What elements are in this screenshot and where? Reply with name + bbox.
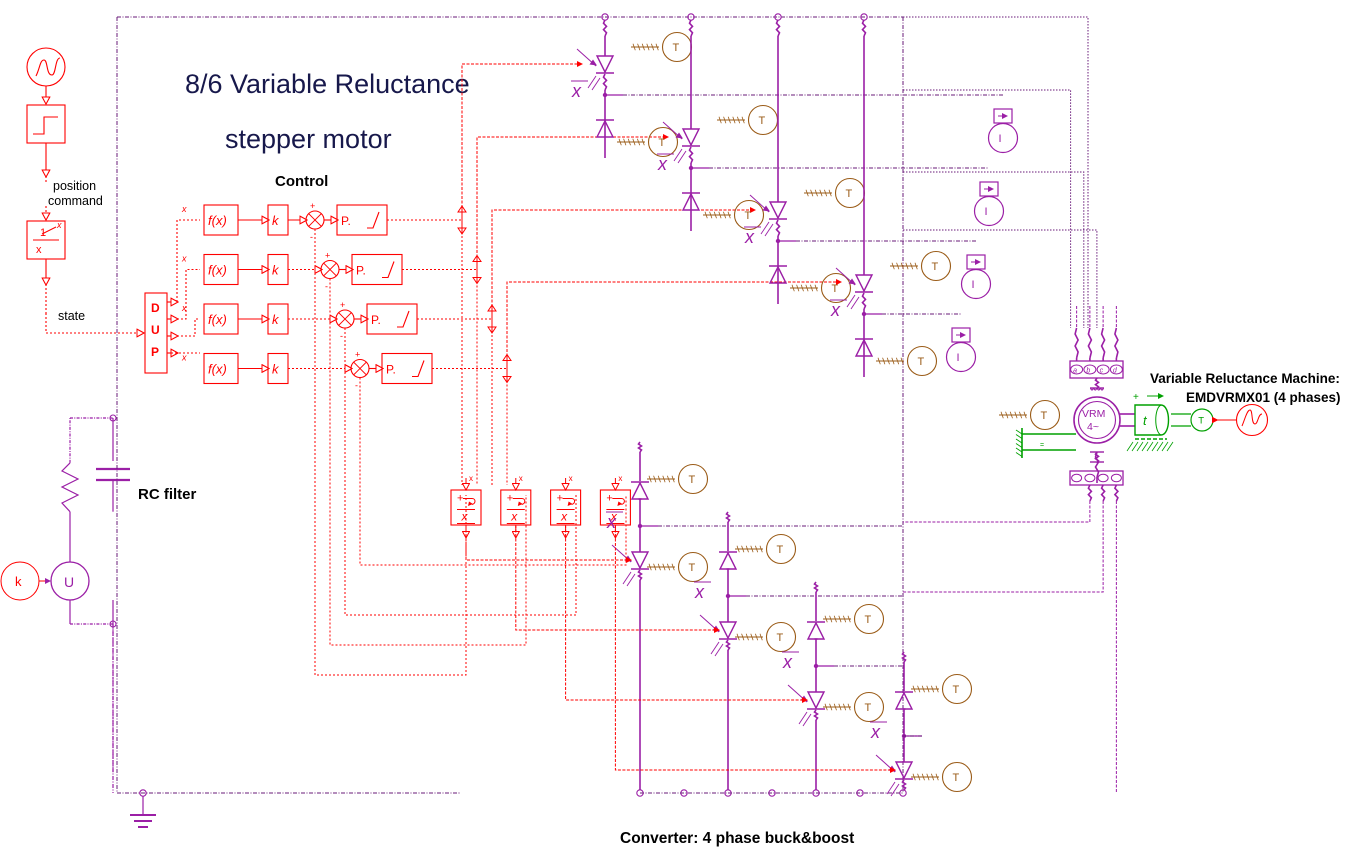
svg-text:x: x [571,81,582,101]
svg-text:+: + [310,201,315,211]
svg-text:T: T [953,684,960,696]
svg-text:x: x [569,474,573,483]
svg-text:P.: P. [386,363,396,377]
svg-text:x: x [618,474,622,483]
svg-text:T: T [745,210,752,222]
svg-text:x: x [461,510,469,524]
svg-text:x: x [36,244,42,256]
svg-text:I: I [972,279,975,291]
svg-text:D: D [151,301,160,315]
svg-text:T: T [689,474,696,486]
svg-text:RC filter: RC filter [138,486,197,503]
svg-text:+: + [355,350,360,360]
svg-text:+: + [606,493,612,505]
svg-text:+: + [457,493,463,505]
svg-text:x: x [181,254,187,264]
svg-text:P.: P. [341,214,351,228]
svg-text:4~: 4~ [1087,421,1099,433]
svg-text:a: a [1073,368,1077,375]
svg-text:+: + [325,251,330,261]
svg-text:T: T [659,137,666,149]
svg-text:stepper motor: stepper motor [225,124,392,154]
svg-text:T: T [689,562,696,574]
svg-text:T: T [846,188,853,200]
svg-text:x: x [606,512,617,532]
svg-text:f(x): f(x) [208,263,227,278]
svg-text:x: x [870,722,881,742]
svg-text:b: b [1086,368,1090,375]
svg-text:k: k [15,574,22,589]
svg-text:f(x): f(x) [208,312,227,327]
svg-text:x: x [830,300,841,320]
svg-text:=: = [1040,442,1044,449]
svg-text:x: x [510,510,518,524]
svg-text:VRM: VRM [1082,408,1105,420]
svg-text:-: - [310,232,313,242]
svg-text:x: x [694,582,705,602]
svg-text:x: x [181,204,187,214]
svg-text:-: - [325,282,328,292]
svg-text:U: U [64,574,74,590]
svg-text:I: I [985,206,988,218]
svg-text:Control: Control [275,173,328,190]
svg-text:x: x [560,510,568,524]
svg-text:T: T [918,356,925,368]
svg-text:state: state [58,309,85,323]
svg-text:T: T [777,544,784,556]
svg-text:T: T [865,702,872,714]
svg-text:T: T [932,261,939,273]
svg-text:I: I [957,352,960,364]
svg-text:-: - [340,331,343,341]
svg-text:command: command [48,194,103,208]
svg-text:x: x [469,474,473,483]
svg-text:position: position [53,179,96,193]
svg-text:T: T [777,632,784,644]
svg-text:+: + [340,300,345,310]
svg-text:+: + [557,493,563,505]
svg-text:x: x [519,474,523,483]
svg-text:T: T [1198,416,1204,427]
svg-text:T: T [832,283,839,295]
svg-text:T: T [1041,410,1048,422]
svg-text:P.: P. [356,264,366,278]
svg-text:x: x [181,303,187,313]
svg-text:Variable Reluctance Machine:: Variable Reluctance Machine: [1150,371,1340,386]
svg-text:f(x): f(x) [208,362,227,377]
svg-text:P: P [151,345,159,359]
svg-text:x: x [181,353,187,363]
svg-text:x: x [744,227,755,247]
svg-text:f(x): f(x) [208,213,227,228]
svg-text:8/6 Variable Reluctance: 8/6 Variable Reluctance [185,69,470,99]
svg-text:EMDVRMX01 (4 phases): EMDVRMX01 (4 phases) [1186,390,1341,405]
svg-text:P.: P. [371,313,381,327]
svg-text:I: I [999,133,1002,145]
svg-text:T: T [953,772,960,784]
svg-text:Converter: 4 phase buck&boost: Converter: 4 phase buck&boost [620,830,854,847]
svg-text:T: T [865,614,872,626]
svg-text:U: U [151,323,160,337]
svg-text:+: + [507,493,513,505]
svg-text:x: x [56,220,62,230]
svg-text:c: c [1100,368,1104,375]
svg-text:T: T [759,115,766,127]
svg-text:x: x [782,652,793,672]
svg-text:T: T [673,42,680,54]
svg-text:x: x [657,154,668,174]
svg-text:+: + [1133,392,1139,403]
svg-text:-: - [355,381,358,391]
